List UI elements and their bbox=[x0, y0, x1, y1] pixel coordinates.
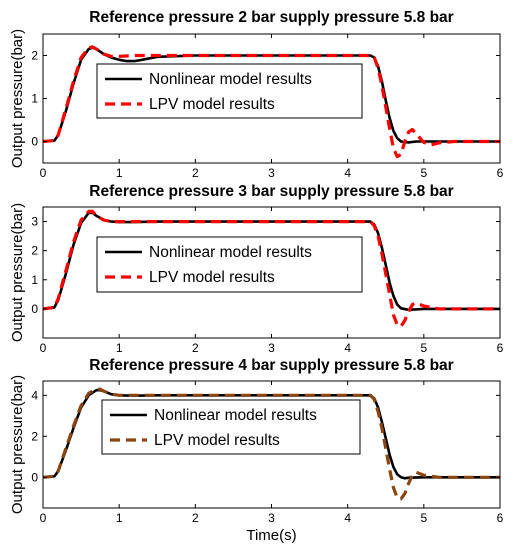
legend-label-nonlinear: Nonlinear model results bbox=[149, 244, 312, 261]
x-tick-label: 3 bbox=[268, 341, 275, 355]
y-tick-label: 0 bbox=[31, 470, 38, 484]
y-axis-label: Output pressure(bar) bbox=[9, 203, 26, 342]
legend-label-lpv: LPV model results bbox=[149, 96, 275, 113]
x-tick-label: 2 bbox=[192, 511, 199, 525]
x-tick-label: 6 bbox=[497, 511, 504, 525]
x-tick-label: 4 bbox=[344, 341, 351, 355]
x-tick-label: 2 bbox=[192, 341, 199, 355]
series-line-lpv bbox=[43, 209, 500, 328]
y-axis-label: Output pressure(bar) bbox=[9, 375, 26, 514]
y-axis-label: Output pressure(bar) bbox=[9, 29, 26, 168]
y-tick-label: 0 bbox=[31, 135, 38, 149]
x-tick-label: 1 bbox=[116, 166, 123, 180]
x-tick-label: 5 bbox=[420, 341, 427, 355]
x-tick-label: 3 bbox=[268, 511, 275, 525]
x-tick-label: 5 bbox=[420, 511, 427, 525]
x-tick-label: 4 bbox=[344, 166, 351, 180]
x-tick-label: 1 bbox=[116, 511, 123, 525]
y-tick-label: 1 bbox=[31, 273, 38, 287]
x-tick-label: 0 bbox=[40, 166, 47, 180]
legend-box bbox=[96, 236, 363, 293]
y-tick-label: 1 bbox=[31, 92, 38, 106]
x-tick-label: 2 bbox=[192, 166, 199, 180]
x-tick-label: 4 bbox=[344, 511, 351, 525]
x-tick-label: 0 bbox=[40, 341, 47, 355]
y-tick-label: 2 bbox=[31, 244, 38, 258]
legend-label-lpv: LPV model results bbox=[149, 269, 275, 286]
y-tick-label: 0 bbox=[31, 302, 38, 316]
y-tick-label: 4 bbox=[31, 388, 38, 402]
x-axis-label: Time(s) bbox=[246, 527, 296, 544]
series-line-lpv bbox=[43, 45, 500, 159]
x-tick-label: 0 bbox=[40, 511, 47, 525]
legend: Nonlinear model results LPV model results bbox=[96, 63, 363, 119]
chart-panel-1: Reference pressure 2 bar supply pressure… bbox=[9, 9, 504, 180]
chart-title: Reference pressure 3 bar supply pressure… bbox=[89, 183, 453, 200]
y-tick-label: 2 bbox=[31, 429, 38, 443]
y-tick-label: 3 bbox=[31, 215, 38, 229]
chart-panel-2: Reference pressure 3 bar supply pressure… bbox=[9, 183, 504, 355]
legend-label-nonlinear: Nonlinear model results bbox=[149, 71, 312, 88]
chart-panel-3: Reference pressure 4 bar supply pressure… bbox=[9, 357, 504, 544]
legend: Nonlinear model results LPV model results bbox=[96, 236, 363, 293]
legend-box bbox=[101, 399, 361, 455]
x-tick-label: 3 bbox=[268, 166, 275, 180]
chart-title: Reference pressure 4 bar supply pressure… bbox=[89, 357, 453, 374]
x-tick-label: 6 bbox=[497, 166, 504, 180]
y-tick-label: 2 bbox=[31, 49, 38, 63]
legend: Nonlinear model results LPV model results bbox=[101, 399, 361, 455]
x-tick-label: 6 bbox=[497, 341, 504, 355]
chart-title: Reference pressure 2 bar supply pressure… bbox=[89, 9, 453, 26]
legend-label-nonlinear: Nonlinear model results bbox=[154, 407, 317, 424]
x-tick-label: 1 bbox=[116, 341, 123, 355]
x-tick-label: 5 bbox=[420, 166, 427, 180]
legend-label-lpv: LPV model results bbox=[154, 432, 280, 449]
legend-box bbox=[96, 63, 363, 119]
